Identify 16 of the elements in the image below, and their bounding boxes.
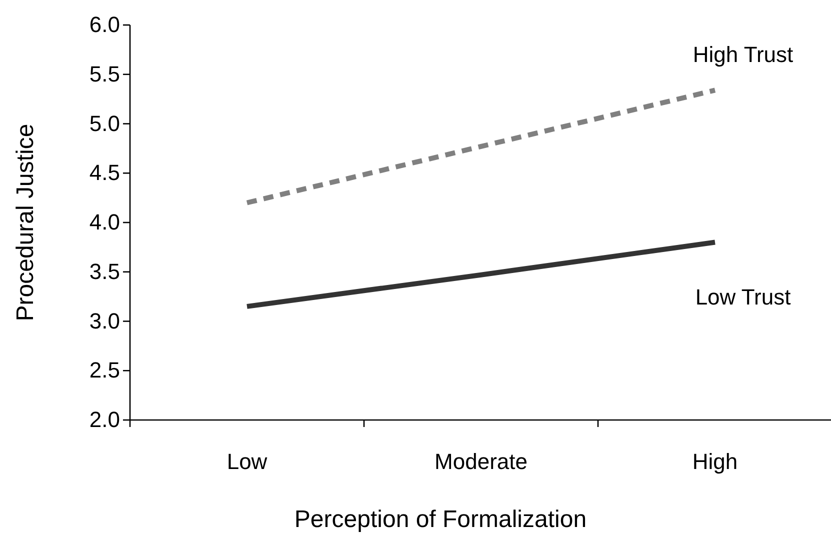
y-tick-label: 3.0 <box>89 308 120 334</box>
y-tick-label: 4.5 <box>89 160 120 186</box>
y-tick-label: 2.5 <box>89 358 120 383</box>
y-tick-label: 5.0 <box>89 110 120 136</box>
y-tick-label: 2.0 <box>89 407 120 432</box>
y-tick-label: 5.5 <box>89 61 120 86</box>
x-tick-label: Low <box>226 449 268 474</box>
series-label: Low Trust <box>695 284 791 310</box>
x-tick-label: Moderate <box>434 449 528 474</box>
x-tick-label: High <box>692 449 738 474</box>
series-label: High Trust <box>692 42 794 68</box>
y-tick-label: 3.5 <box>89 258 120 284</box>
y-axis-title: Procedural Justice <box>12 124 39 322</box>
y-tick-label: 6.0 <box>89 12 120 38</box>
y-tick-label: 4.0 <box>89 210 120 235</box>
x-axis-title: Perception of Formalization <box>294 506 587 533</box>
